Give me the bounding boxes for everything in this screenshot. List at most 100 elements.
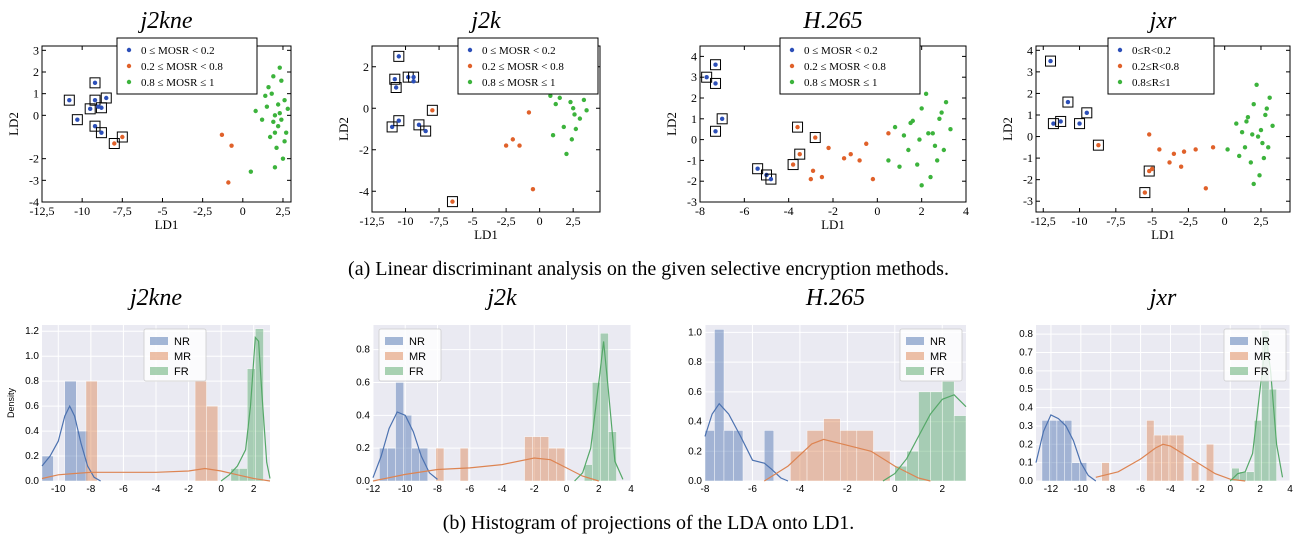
x-tick-label: -6 bbox=[465, 484, 474, 495]
legend-label: 0.2 ≤ MOSR < 0.8 bbox=[141, 61, 223, 73]
data-point bbox=[948, 127, 953, 132]
data-point bbox=[930, 131, 935, 136]
legend-box bbox=[116, 37, 258, 95]
highlight-box bbox=[710, 77, 722, 89]
highlight-box bbox=[71, 114, 83, 126]
x-tick-label: -12,5 bbox=[1031, 214, 1056, 228]
y-tick-label: 0 bbox=[1027, 130, 1033, 144]
legend-label: 0.8 ≤ MOSR ≤ 1 bbox=[141, 77, 215, 89]
y-tick-label: -3 bbox=[687, 195, 697, 209]
legend-swatch bbox=[385, 367, 403, 375]
data-point bbox=[272, 113, 278, 118]
y-tick-label: 0.4 bbox=[1019, 403, 1033, 414]
y-tick-label: 2 bbox=[1027, 86, 1033, 100]
kde-line bbox=[372, 411, 438, 480]
y-tick-label: 3 bbox=[1027, 65, 1033, 79]
x-tick-label: -12 bbox=[1044, 484, 1059, 495]
data-point bbox=[928, 174, 933, 180]
data-point bbox=[275, 123, 281, 129]
y-tick-label: 0.0 bbox=[356, 476, 370, 487]
x-tick-label: -8 bbox=[433, 484, 442, 495]
y-tick-label: 0.4 bbox=[688, 417, 702, 428]
y-tick-label: 0 bbox=[363, 101, 369, 115]
hist-bar bbox=[723, 430, 734, 482]
hist-bar bbox=[1206, 444, 1215, 482]
hist-bar bbox=[64, 380, 77, 482]
data-point bbox=[274, 145, 279, 151]
data-point bbox=[1178, 164, 1184, 169]
x-tick-label: -2 bbox=[184, 484, 193, 495]
data-point bbox=[530, 186, 536, 192]
legend-swatch bbox=[150, 352, 168, 360]
data-point bbox=[389, 124, 395, 130]
legend-swatch bbox=[1230, 337, 1248, 345]
x-tick-label: -4 bbox=[498, 484, 507, 495]
hist-bar bbox=[75, 430, 88, 482]
y-tick-label: 0.2 bbox=[25, 451, 39, 462]
data-point bbox=[581, 97, 587, 103]
x-tick-label: -2,5 bbox=[1179, 214, 1198, 228]
data-point bbox=[584, 108, 589, 113]
x-tick-label: 2 bbox=[919, 204, 925, 218]
data-point bbox=[393, 85, 399, 90]
data-point bbox=[1266, 145, 1271, 150]
legend-marker bbox=[1117, 63, 1123, 69]
x-tick-label: -2,5 bbox=[497, 214, 516, 228]
data-point bbox=[1058, 119, 1063, 124]
data-point bbox=[713, 81, 718, 86]
hist-bar bbox=[1268, 389, 1277, 482]
legend-marker bbox=[1117, 79, 1123, 85]
highlight-box bbox=[792, 121, 804, 133]
data-point bbox=[1234, 121, 1239, 126]
highlight-box bbox=[108, 138, 120, 149]
legend-marker bbox=[789, 63, 795, 69]
legend-label: 0.8 ≤ MOSR ≤ 1 bbox=[482, 77, 556, 89]
x-tick-label: 2 bbox=[1257, 484, 1263, 495]
x-tick-label: -8 bbox=[86, 484, 95, 495]
data-point bbox=[795, 124, 800, 130]
x-tick-label: -6 bbox=[119, 484, 128, 495]
hist-bar bbox=[238, 468, 248, 482]
y-tick-label: 0.6 bbox=[356, 377, 370, 388]
data-point bbox=[713, 62, 718, 67]
data-point bbox=[704, 75, 709, 80]
legend-marker bbox=[126, 47, 132, 53]
hist-bar bbox=[1146, 420, 1155, 482]
chart-title: j2kne bbox=[127, 285, 182, 311]
data-point bbox=[526, 110, 532, 115]
legend-box bbox=[457, 37, 599, 95]
data-point bbox=[768, 176, 774, 182]
x-tick-label: -6 bbox=[1136, 484, 1145, 495]
legend-label: 0≤R<0.2 bbox=[1132, 45, 1171, 57]
x-axis-label: LD1 bbox=[1151, 227, 1175, 242]
highlight-box bbox=[386, 121, 398, 133]
highlight-box bbox=[710, 59, 722, 71]
x-tick-label: -10 bbox=[398, 484, 413, 495]
highlight-box bbox=[1139, 187, 1151, 199]
legend-marker bbox=[789, 79, 795, 85]
data-point bbox=[416, 122, 422, 128]
y-tick-label: 0.6 bbox=[25, 401, 39, 412]
data-point bbox=[253, 108, 258, 114]
legend-label: 0 ≤ MOSR < 0.2 bbox=[804, 45, 878, 57]
highlight-box bbox=[100, 92, 112, 104]
highlight-box bbox=[1143, 165, 1155, 177]
y-tick-label: 1 bbox=[1027, 108, 1033, 122]
y-tick-label: 0.2 bbox=[688, 446, 702, 457]
data-point bbox=[1051, 121, 1056, 126]
data-point bbox=[450, 199, 455, 204]
data-point bbox=[219, 132, 225, 138]
data-point bbox=[275, 102, 281, 107]
y-tick-label: 0.8 bbox=[1019, 329, 1033, 340]
y-tick-label: -4 bbox=[29, 195, 39, 209]
x-tick-label: -5 bbox=[157, 204, 167, 218]
legend-label: 0.2 ≤ MOSR < 0.8 bbox=[804, 61, 886, 73]
data-point bbox=[280, 156, 286, 161]
data-point bbox=[1257, 173, 1262, 178]
data-point bbox=[813, 135, 818, 140]
data-point bbox=[67, 97, 72, 103]
legend-box bbox=[1107, 37, 1215, 95]
legend-label: FR bbox=[409, 366, 424, 378]
kde-line bbox=[372, 457, 599, 482]
x-tick-label: 0 bbox=[564, 484, 570, 495]
